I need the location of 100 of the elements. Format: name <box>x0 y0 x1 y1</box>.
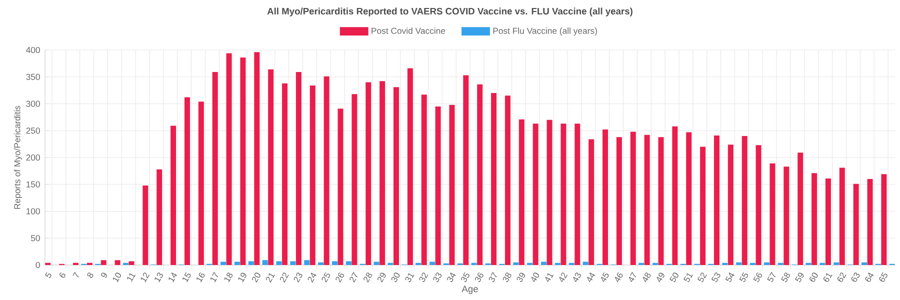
bar <box>374 262 380 265</box>
x-tick-label: 34 <box>447 272 456 282</box>
x-tick-label: 49 <box>656 272 664 282</box>
bar <box>184 97 190 265</box>
bar <box>574 124 580 265</box>
bar <box>318 262 324 265</box>
bar <box>714 135 720 265</box>
bar <box>240 58 246 265</box>
bar <box>532 124 538 265</box>
bar <box>449 104 455 265</box>
bar <box>770 163 776 265</box>
x-tick-label: 9 <box>101 272 107 278</box>
bar <box>100 260 106 265</box>
bar <box>616 137 622 265</box>
x-tick-label: 35 <box>461 272 470 282</box>
bar <box>764 262 770 265</box>
bar <box>296 72 302 265</box>
x-tick-label: 37 <box>488 272 497 282</box>
bar <box>881 174 887 265</box>
x-tick-label: 44 <box>587 272 596 282</box>
bar <box>742 136 748 265</box>
bar <box>630 132 636 265</box>
x-tick-label: 13 <box>154 272 163 282</box>
x-tick-label: 57 <box>767 272 776 282</box>
bar <box>504 96 510 265</box>
x-tick-label: 43 <box>573 272 581 282</box>
x-tick-label: 30 <box>391 272 400 282</box>
x-tick-label: 10 <box>112 272 121 282</box>
x-tick-label: 31 <box>405 273 414 282</box>
x-tick-label: 45 <box>601 272 609 282</box>
bar <box>430 262 436 265</box>
y-tick-label: 100 <box>26 208 40 214</box>
bar <box>421 94 427 265</box>
bar <box>114 260 120 265</box>
legend-label: Post Flu Vaccine (all years) <box>493 28 597 36</box>
bar <box>588 139 594 265</box>
bar <box>728 144 734 265</box>
y-axis-title: Reports of Myo/Pericarditis <box>14 106 22 209</box>
x-tick-label: 38 <box>502 272 512 282</box>
y-tick-label: 350 <box>26 74 40 80</box>
bar <box>268 69 274 265</box>
bar <box>686 132 692 265</box>
bar <box>736 262 742 265</box>
x-tick-label: 62 <box>837 272 846 282</box>
x-tick-label: 51 <box>684 273 693 282</box>
x-tick-label: 24 <box>308 272 316 283</box>
bar <box>332 261 338 265</box>
bar <box>867 179 873 265</box>
bar <box>212 72 218 265</box>
bar <box>784 166 790 265</box>
bar <box>128 261 134 265</box>
x-tick-label: 42 <box>559 272 568 282</box>
bar <box>290 261 296 265</box>
x-tick-label: 23 <box>294 272 302 283</box>
bar <box>658 137 664 265</box>
y-tick-label: 150 <box>26 181 40 188</box>
x-tick-label: 6 <box>60 272 66 278</box>
x-tick-label: 19 <box>238 272 246 282</box>
y-tick-label: 400 <box>26 46 40 54</box>
x-tick-label: 8 <box>87 272 94 278</box>
x-tick-label: 64 <box>865 272 874 282</box>
x-tick-label: 26 <box>336 272 344 283</box>
bar <box>825 178 831 265</box>
x-tick-label: 15 <box>182 272 191 282</box>
bar <box>862 262 867 265</box>
bar <box>393 87 399 265</box>
bar <box>324 76 330 265</box>
x-tick-label: 5 <box>44 272 52 278</box>
x-tick-label: 60 <box>810 272 818 282</box>
x-tick-label: 56 <box>753 272 762 282</box>
x-tick-label: 27 <box>350 272 358 283</box>
bar <box>352 94 358 265</box>
bar <box>276 261 282 265</box>
x-tick-label: 18 <box>224 272 233 282</box>
bar <box>700 146 706 265</box>
bar <box>198 102 204 265</box>
x-tick-label: 21 <box>266 273 275 283</box>
x-tick-label: 53 <box>711 272 720 282</box>
x-tick-label: 11 <box>127 273 136 282</box>
x-tick-label: 65 <box>879 272 888 282</box>
x-tick-label: 39 <box>516 272 526 282</box>
x-tick-label: 28 <box>364 272 372 283</box>
bar <box>380 81 386 265</box>
bar <box>170 126 176 265</box>
x-tick-label: 58 <box>781 272 790 282</box>
chart-title: All Myo/Pericarditis Reported to VAERS COVID Vaccine vs. FLU Vaccine (all years) <box>267 8 632 16</box>
bar <box>853 184 859 265</box>
x-tick-label: 36 <box>474 272 484 282</box>
x-tick-label: 40 <box>531 272 540 282</box>
bar <box>644 134 650 265</box>
legend-label: Post Covid Vaccine <box>372 28 446 34</box>
bar <box>834 262 840 265</box>
x-tick-label: 50 <box>670 272 678 282</box>
x-tick-label: 32 <box>419 272 428 282</box>
bar <box>435 106 441 265</box>
x-tick-label: 47 <box>628 272 636 282</box>
bar <box>582 262 588 265</box>
y-tick-label: 250 <box>26 128 40 134</box>
bar <box>407 68 413 265</box>
y-tick-label: 300 <box>26 100 40 107</box>
